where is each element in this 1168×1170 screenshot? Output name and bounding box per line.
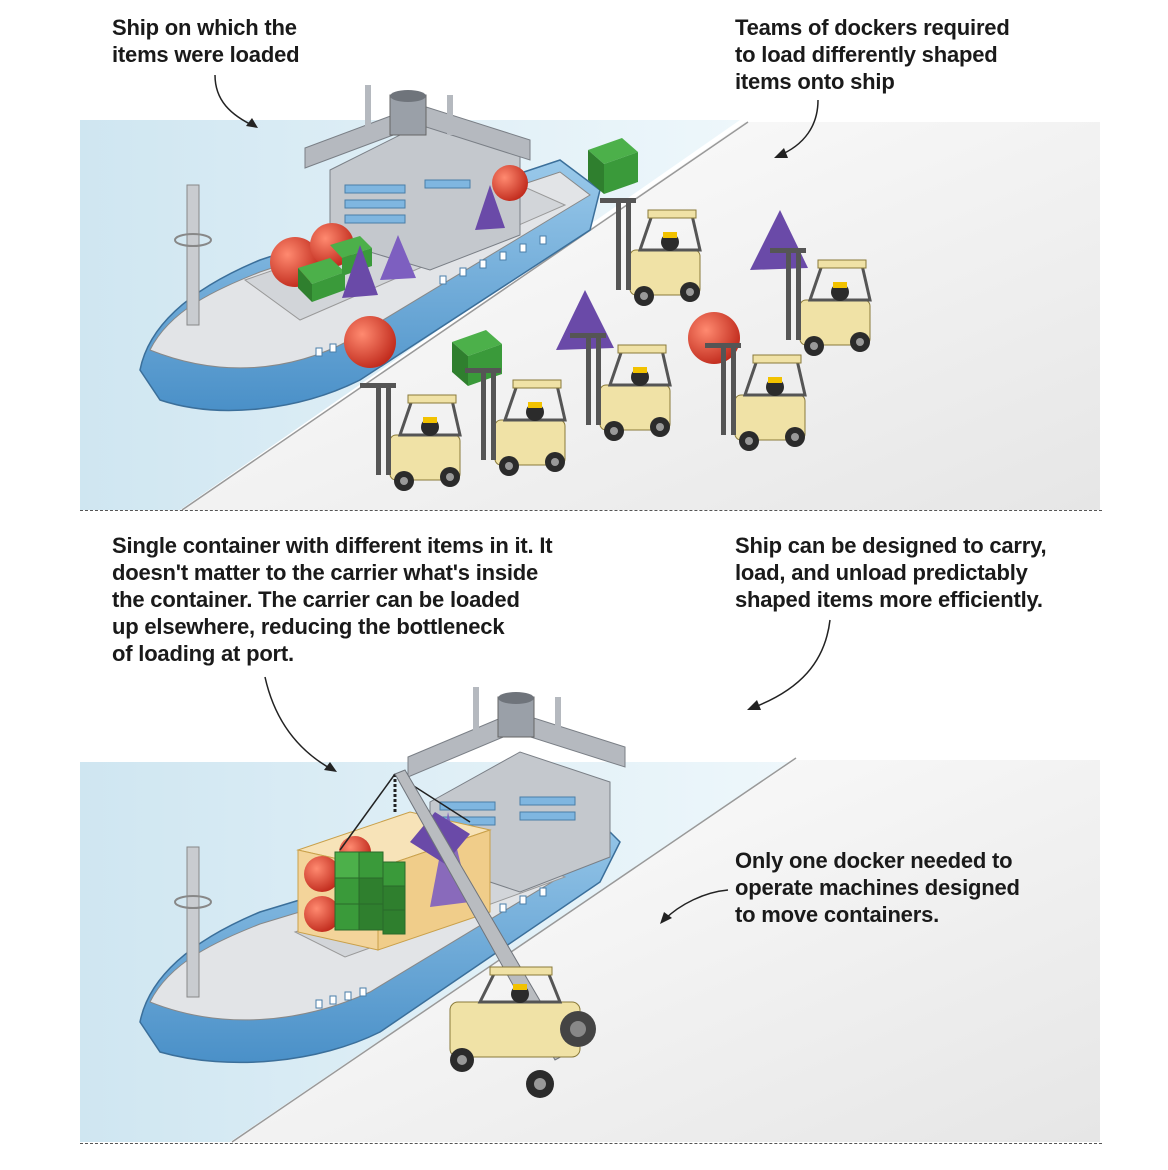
bottom-panel: Single container with different items in…	[0, 512, 1168, 1152]
top-scene	[80, 74, 1100, 511]
arrow-ship	[214, 74, 257, 128]
forklift-with-prism-2	[750, 210, 872, 358]
dock-edge	[181, 121, 749, 511]
callout-ship-label: Ship on which the items were loaded	[112, 15, 300, 67]
callout-container-label: Single container with different items in…	[112, 533, 553, 666]
forklift-with-prism-1	[556, 290, 672, 443]
dock-bottom	[232, 760, 1100, 1142]
reach-stacker	[394, 769, 596, 1098]
bottom-scene	[80, 619, 1100, 1143]
forklift-with-crate-2	[588, 138, 702, 308]
arrow-container	[264, 676, 334, 771]
divider-bottom	[80, 1143, 1102, 1144]
forklift-with-crate-1	[452, 330, 567, 478]
top-panel: Ship on which the items were loaded Team…	[0, 0, 1168, 512]
callout-dockers-label: Teams of dockers required to load differ…	[735, 15, 1010, 94]
dock	[182, 122, 1100, 510]
dock-edge-bottom	[231, 757, 797, 1143]
arrow-ship-design	[751, 619, 831, 709]
ship-cargo	[270, 165, 528, 302]
forklift-with-ball-2	[688, 312, 807, 453]
divider-top	[80, 510, 1102, 511]
callout-one-docker-label: Only one docker needed to operate machin…	[735, 848, 1020, 927]
forklift-with-ball-1	[344, 316, 462, 493]
callout-ship-design-label: Ship can be designed to carry, load, and…	[735, 533, 1047, 612]
